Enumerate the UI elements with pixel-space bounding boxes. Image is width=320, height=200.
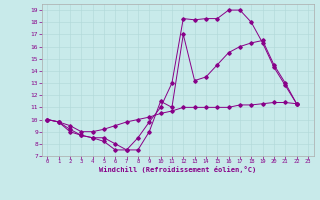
X-axis label: Windchill (Refroidissement éolien,°C): Windchill (Refroidissement éolien,°C) [99,166,256,173]
